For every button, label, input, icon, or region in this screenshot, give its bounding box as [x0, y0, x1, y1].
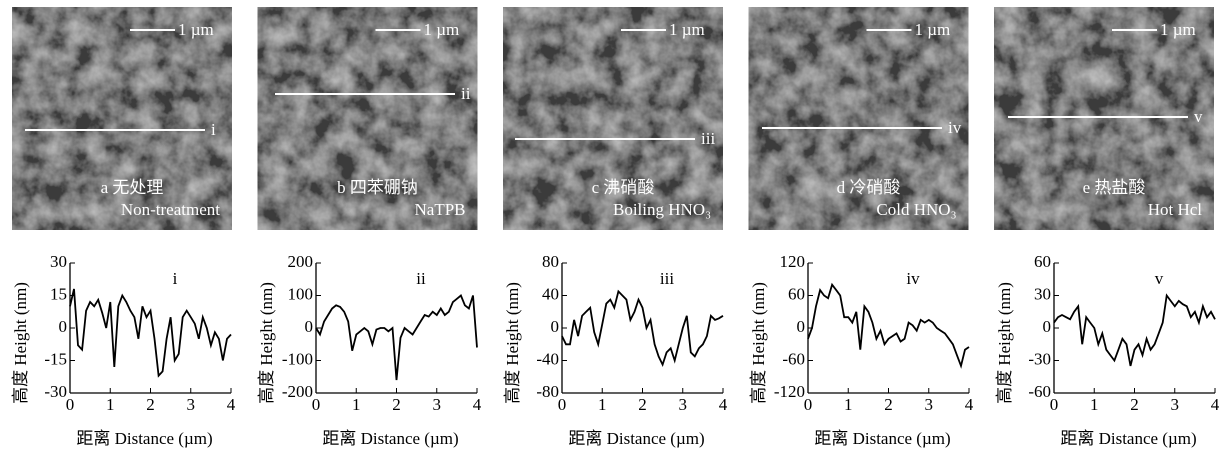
profile-line	[1053, 293, 1216, 367]
caption-en: Cold HNO₃	[876, 200, 956, 219]
y-tick-label: 100	[288, 284, 314, 303]
y-tick-label: 60	[788, 284, 805, 303]
scale-bar-label: 1 µm	[1160, 20, 1196, 39]
x-tick-label: 2	[884, 395, 893, 414]
caption-cn: a 无处理	[101, 178, 164, 197]
y-tick-label: 15	[50, 284, 67, 303]
x-tick-label: 3	[1171, 395, 1180, 414]
profile-line	[807, 282, 970, 369]
x-axis-label: 距离 Distance (µm)	[1060, 429, 1196, 448]
x-axis-label: 距离 Distance (µm)	[814, 429, 950, 448]
scale-bar-label: 1 µm	[669, 20, 705, 39]
x-tick-label: 0	[312, 395, 321, 414]
afm-image	[12, 7, 232, 230]
afm-image	[257, 7, 478, 230]
profile-line	[69, 288, 232, 378]
y-tick-label: 0	[551, 317, 560, 336]
x-tick-label: 0	[66, 395, 75, 414]
caption-en: Non-treatment	[121, 200, 220, 219]
y-tick-label: -40	[536, 349, 559, 368]
y-tick-label: 0	[1043, 317, 1052, 336]
y-tick-label: 120	[780, 252, 806, 271]
profile-line	[561, 289, 724, 367]
x-tick-label: 4	[227, 395, 236, 414]
scale-bar-label: 1 µm	[178, 20, 214, 39]
x-tick-label: 3	[925, 395, 934, 414]
x-tick-label: 1	[844, 395, 853, 414]
x-tick-label: 3	[433, 395, 442, 414]
y-axis-label: 高度 Height (nm)	[503, 282, 522, 404]
x-axis-label: 距离 Distance (µm)	[568, 429, 704, 448]
y-tick-label: 0	[797, 317, 806, 336]
x-tick-label: 1	[1090, 395, 1099, 414]
profile-line	[315, 294, 478, 381]
annotation: iii	[660, 269, 674, 288]
afm-image	[748, 7, 969, 230]
scale-bar-label: 1 µm	[424, 20, 460, 39]
y-tick-label: -200	[282, 382, 313, 401]
annotation: v	[1155, 269, 1164, 288]
y-tick-label: 40	[542, 284, 559, 303]
x-tick-label: 0	[1050, 395, 1059, 414]
caption-cn: c 沸硝酸	[592, 178, 655, 197]
y-tick-label: -30	[44, 382, 67, 401]
x-tick-label: 3	[679, 395, 688, 414]
scan-line-label: i	[211, 120, 216, 139]
x-tick-label: 0	[558, 395, 567, 414]
x-tick-label: 4	[965, 395, 974, 414]
y-tick-label: -120	[774, 382, 805, 401]
x-tick-label: 2	[638, 395, 647, 414]
caption-en: Hot Hcl	[1148, 200, 1203, 219]
x-tick-label: 2	[146, 395, 155, 414]
scan-line-label: iv	[948, 118, 962, 137]
scale-bar-label: 1 µm	[915, 20, 951, 39]
x-tick-label: 2	[392, 395, 401, 414]
x-tick-label: 4	[1211, 395, 1220, 414]
x-tick-label: 4	[473, 395, 482, 414]
afm-image	[994, 7, 1214, 230]
y-tick-label: -60	[782, 349, 805, 368]
annotation: i	[173, 269, 178, 288]
x-tick-label: 1	[106, 395, 115, 414]
caption-en: NaTPB	[415, 200, 466, 219]
y-axis-label: 高度 Height (nm)	[11, 282, 30, 404]
caption-cn: d 冷硝酸	[837, 178, 901, 197]
y-tick-label: -30	[1028, 349, 1051, 368]
y-tick-label: 0	[305, 317, 314, 336]
x-axis-label: 距离 Distance (µm)	[322, 429, 458, 448]
y-tick-label: 80	[542, 252, 559, 271]
caption-cn: e 热盐酸	[1083, 178, 1146, 197]
y-axis-label: 高度 Height (nm)	[995, 282, 1014, 404]
y-tick-label: 200	[288, 252, 314, 271]
x-axis-label: 距离 Distance (µm)	[76, 429, 212, 448]
y-tick-label: 60	[1034, 252, 1051, 271]
x-tick-label: 0	[804, 395, 813, 414]
y-tick-label: 0	[59, 317, 68, 336]
y-tick-label: 30	[50, 252, 67, 271]
afm-image	[503, 7, 723, 230]
y-tick-label: -80	[536, 382, 559, 401]
y-tick-label: 30	[1034, 284, 1051, 303]
x-tick-label: 1	[598, 395, 607, 414]
scan-line-label: v	[1194, 107, 1203, 126]
annotation: ii	[416, 269, 426, 288]
x-tick-label: 1	[352, 395, 361, 414]
scan-line-label: ii	[461, 84, 471, 103]
scan-line-label: iii	[701, 129, 715, 148]
x-tick-label: 4	[719, 395, 728, 414]
y-tick-label: -60	[1028, 382, 1051, 401]
caption-en: Boiling HNO₃	[613, 200, 711, 219]
x-tick-label: 3	[187, 395, 196, 414]
annotation: iv	[906, 269, 920, 288]
x-tick-label: 2	[1130, 395, 1139, 414]
caption-cn: b 四苯硼钠	[337, 178, 418, 197]
y-axis-label: 高度 Height (nm)	[749, 282, 768, 404]
y-tick-label: -100	[282, 349, 313, 368]
y-axis-label: 高度 Height (nm)	[257, 282, 276, 404]
y-tick-label: -15	[44, 349, 67, 368]
